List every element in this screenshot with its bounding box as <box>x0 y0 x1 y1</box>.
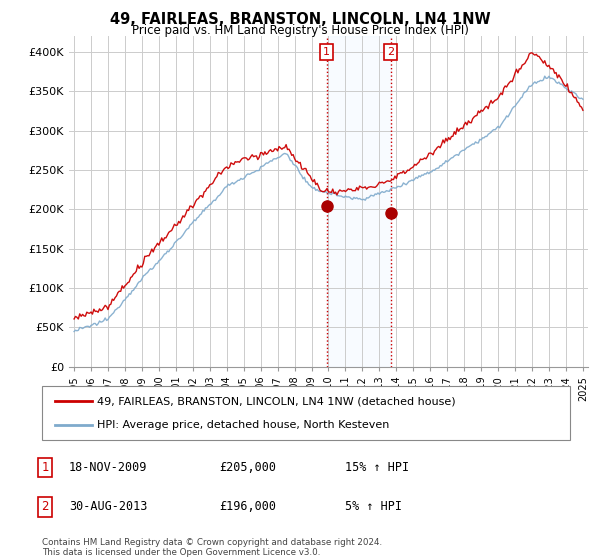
Text: Price paid vs. HM Land Registry's House Price Index (HPI): Price paid vs. HM Land Registry's House … <box>131 24 469 36</box>
Text: HPI: Average price, detached house, North Kesteven: HPI: Average price, detached house, Nort… <box>97 419 390 430</box>
Text: 5% ↑ HPI: 5% ↑ HPI <box>345 500 402 514</box>
Text: 49, FAIRLEAS, BRANSTON, LINCOLN, LN4 1NW: 49, FAIRLEAS, BRANSTON, LINCOLN, LN4 1NW <box>110 12 490 27</box>
Text: 15% ↑ HPI: 15% ↑ HPI <box>345 461 409 474</box>
Text: 1: 1 <box>41 461 49 474</box>
Text: 30-AUG-2013: 30-AUG-2013 <box>69 500 148 514</box>
FancyBboxPatch shape <box>42 386 570 440</box>
Text: 2: 2 <box>41 500 49 514</box>
Text: £196,000: £196,000 <box>219 500 276 514</box>
Text: 49, FAIRLEAS, BRANSTON, LINCOLN, LN4 1NW (detached house): 49, FAIRLEAS, BRANSTON, LINCOLN, LN4 1NW… <box>97 396 456 407</box>
Bar <box>326 36 391 367</box>
Text: 1: 1 <box>323 47 330 57</box>
Text: £205,000: £205,000 <box>219 461 276 474</box>
Text: Contains HM Land Registry data © Crown copyright and database right 2024.
This d: Contains HM Land Registry data © Crown c… <box>42 538 382 557</box>
Text: 18-NOV-2009: 18-NOV-2009 <box>69 461 148 474</box>
Text: 2: 2 <box>387 47 394 57</box>
